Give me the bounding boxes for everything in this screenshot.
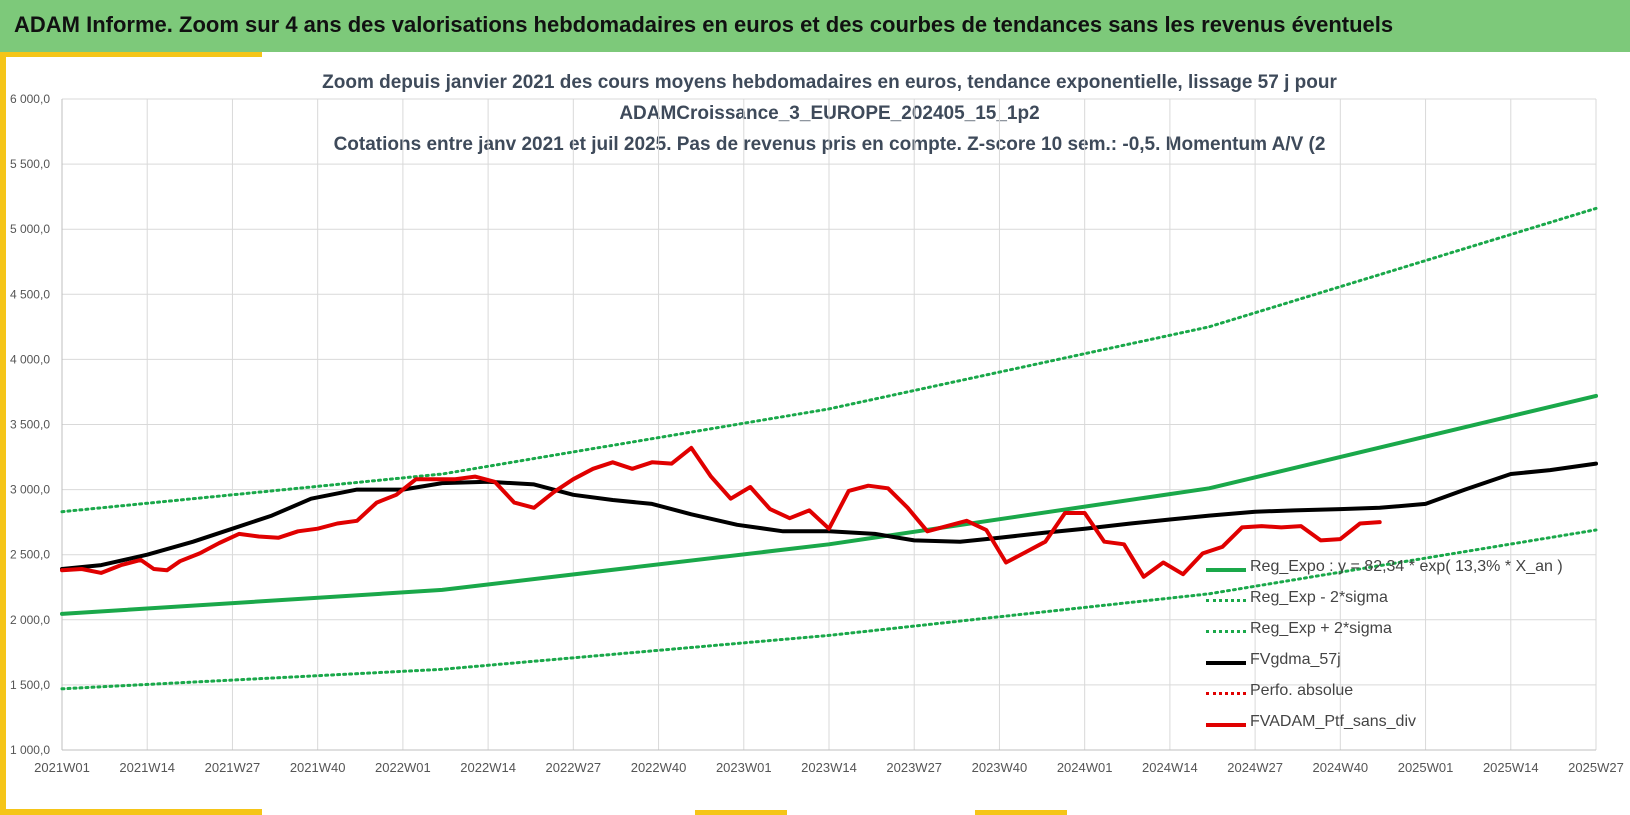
accent-bar-top <box>0 52 262 57</box>
legend-item: Reg_Exp + 2*sigma <box>1206 618 1606 644</box>
legend-swatch <box>1206 599 1246 602</box>
y-tick-label: 5 500,0 <box>10 157 50 171</box>
y-tick-label: 5 000,0 <box>10 222 50 236</box>
accent-bar-bottom-mid <box>695 810 787 815</box>
legend-item: Reg_Exp - 2*sigma <box>1206 587 1606 613</box>
y-tick-label: 3 000,0 <box>10 483 50 497</box>
legend-item: Reg_Expo : y = 82,34 * exp( 13,3% * X_an… <box>1206 556 1606 582</box>
legend-swatch <box>1206 568 1246 572</box>
x-tick-label: 2024W27 <box>1227 760 1283 775</box>
header-bar: ADAM Informe. Zoom sur 4 ans des valoris… <box>0 0 1630 52</box>
x-tick-label: 2022W14 <box>460 760 516 775</box>
x-tick-label: 2024W40 <box>1313 760 1369 775</box>
x-tick-label: 2025W14 <box>1483 760 1539 775</box>
x-tick-label: 2023W01 <box>716 760 772 775</box>
y-tick-label: 4 000,0 <box>10 352 50 366</box>
legend-label: FVgdma_57j <box>1250 651 1341 668</box>
legend-item: FVgdma_57j <box>1206 649 1606 675</box>
legend-label: FVADAM_Ptf_sans_div <box>1250 713 1416 730</box>
y-tick-label: 2 500,0 <box>10 548 50 562</box>
legend-swatch <box>1206 723 1246 727</box>
x-tick-label: 2022W27 <box>546 760 602 775</box>
legend-item: Perfo. absolue <box>1206 680 1606 706</box>
y-tick-label: 1 000,0 <box>10 743 50 757</box>
legend-swatch <box>1206 630 1246 633</box>
y-tick-label: 3 500,0 <box>10 418 50 432</box>
series-line-2 <box>60 206 1598 514</box>
legend-label: Perfo. absolue <box>1250 682 1354 699</box>
header-title: ADAM Informe. Zoom sur 4 ans des valoris… <box>14 12 1394 37</box>
series-line-1 <box>60 528 1598 691</box>
x-tick-label: 2024W14 <box>1142 760 1198 775</box>
x-tick-label: 2025W27 <box>1568 760 1624 775</box>
legend-label: Reg_Expo : y = 82,34 * exp( 13,3% * X_an… <box>1250 558 1563 575</box>
accent-bar-bottom-right <box>975 810 1067 815</box>
y-tick-label: 1 500,0 <box>10 678 50 692</box>
legend-item: FVADAM_Ptf_sans_div <box>1206 711 1606 737</box>
legend-label: Reg_Exp - 2*sigma <box>1250 589 1388 606</box>
x-tick-label: 2021W01 <box>34 760 90 775</box>
series-line-3 <box>60 461 1598 571</box>
x-tick-label: 2023W27 <box>886 760 942 775</box>
x-tick-label: 2022W40 <box>631 760 687 775</box>
y-tick-label: 6 000,0 <box>10 92 50 106</box>
legend-label: Reg_Exp + 2*sigma <box>1250 620 1392 637</box>
x-tick-label: 2021W14 <box>119 760 175 775</box>
x-tick-label: 2023W14 <box>801 760 857 775</box>
x-tick-label: 2022W01 <box>375 760 431 775</box>
accent-bar-left <box>0 52 6 815</box>
x-tick-label: 2025W01 <box>1398 760 1454 775</box>
chart-title-line-1: Zoom depuis janvier 2021 des cours moyen… <box>322 72 1337 93</box>
legend-swatch <box>1206 692 1246 695</box>
x-tick-label: 2021W40 <box>290 760 346 775</box>
accent-bar-bottom <box>0 809 262 815</box>
series-line-5 <box>60 445 1382 579</box>
x-tick-label: 2024W01 <box>1057 760 1113 775</box>
series-line-0 <box>60 393 1598 616</box>
x-tick-label: 2023W40 <box>972 760 1028 775</box>
y-tick-label: 4 500,0 <box>10 287 50 301</box>
y-tick-label: 2 000,0 <box>10 613 50 627</box>
legend-swatch <box>1206 661 1246 665</box>
x-tick-label: 2021W27 <box>205 760 261 775</box>
